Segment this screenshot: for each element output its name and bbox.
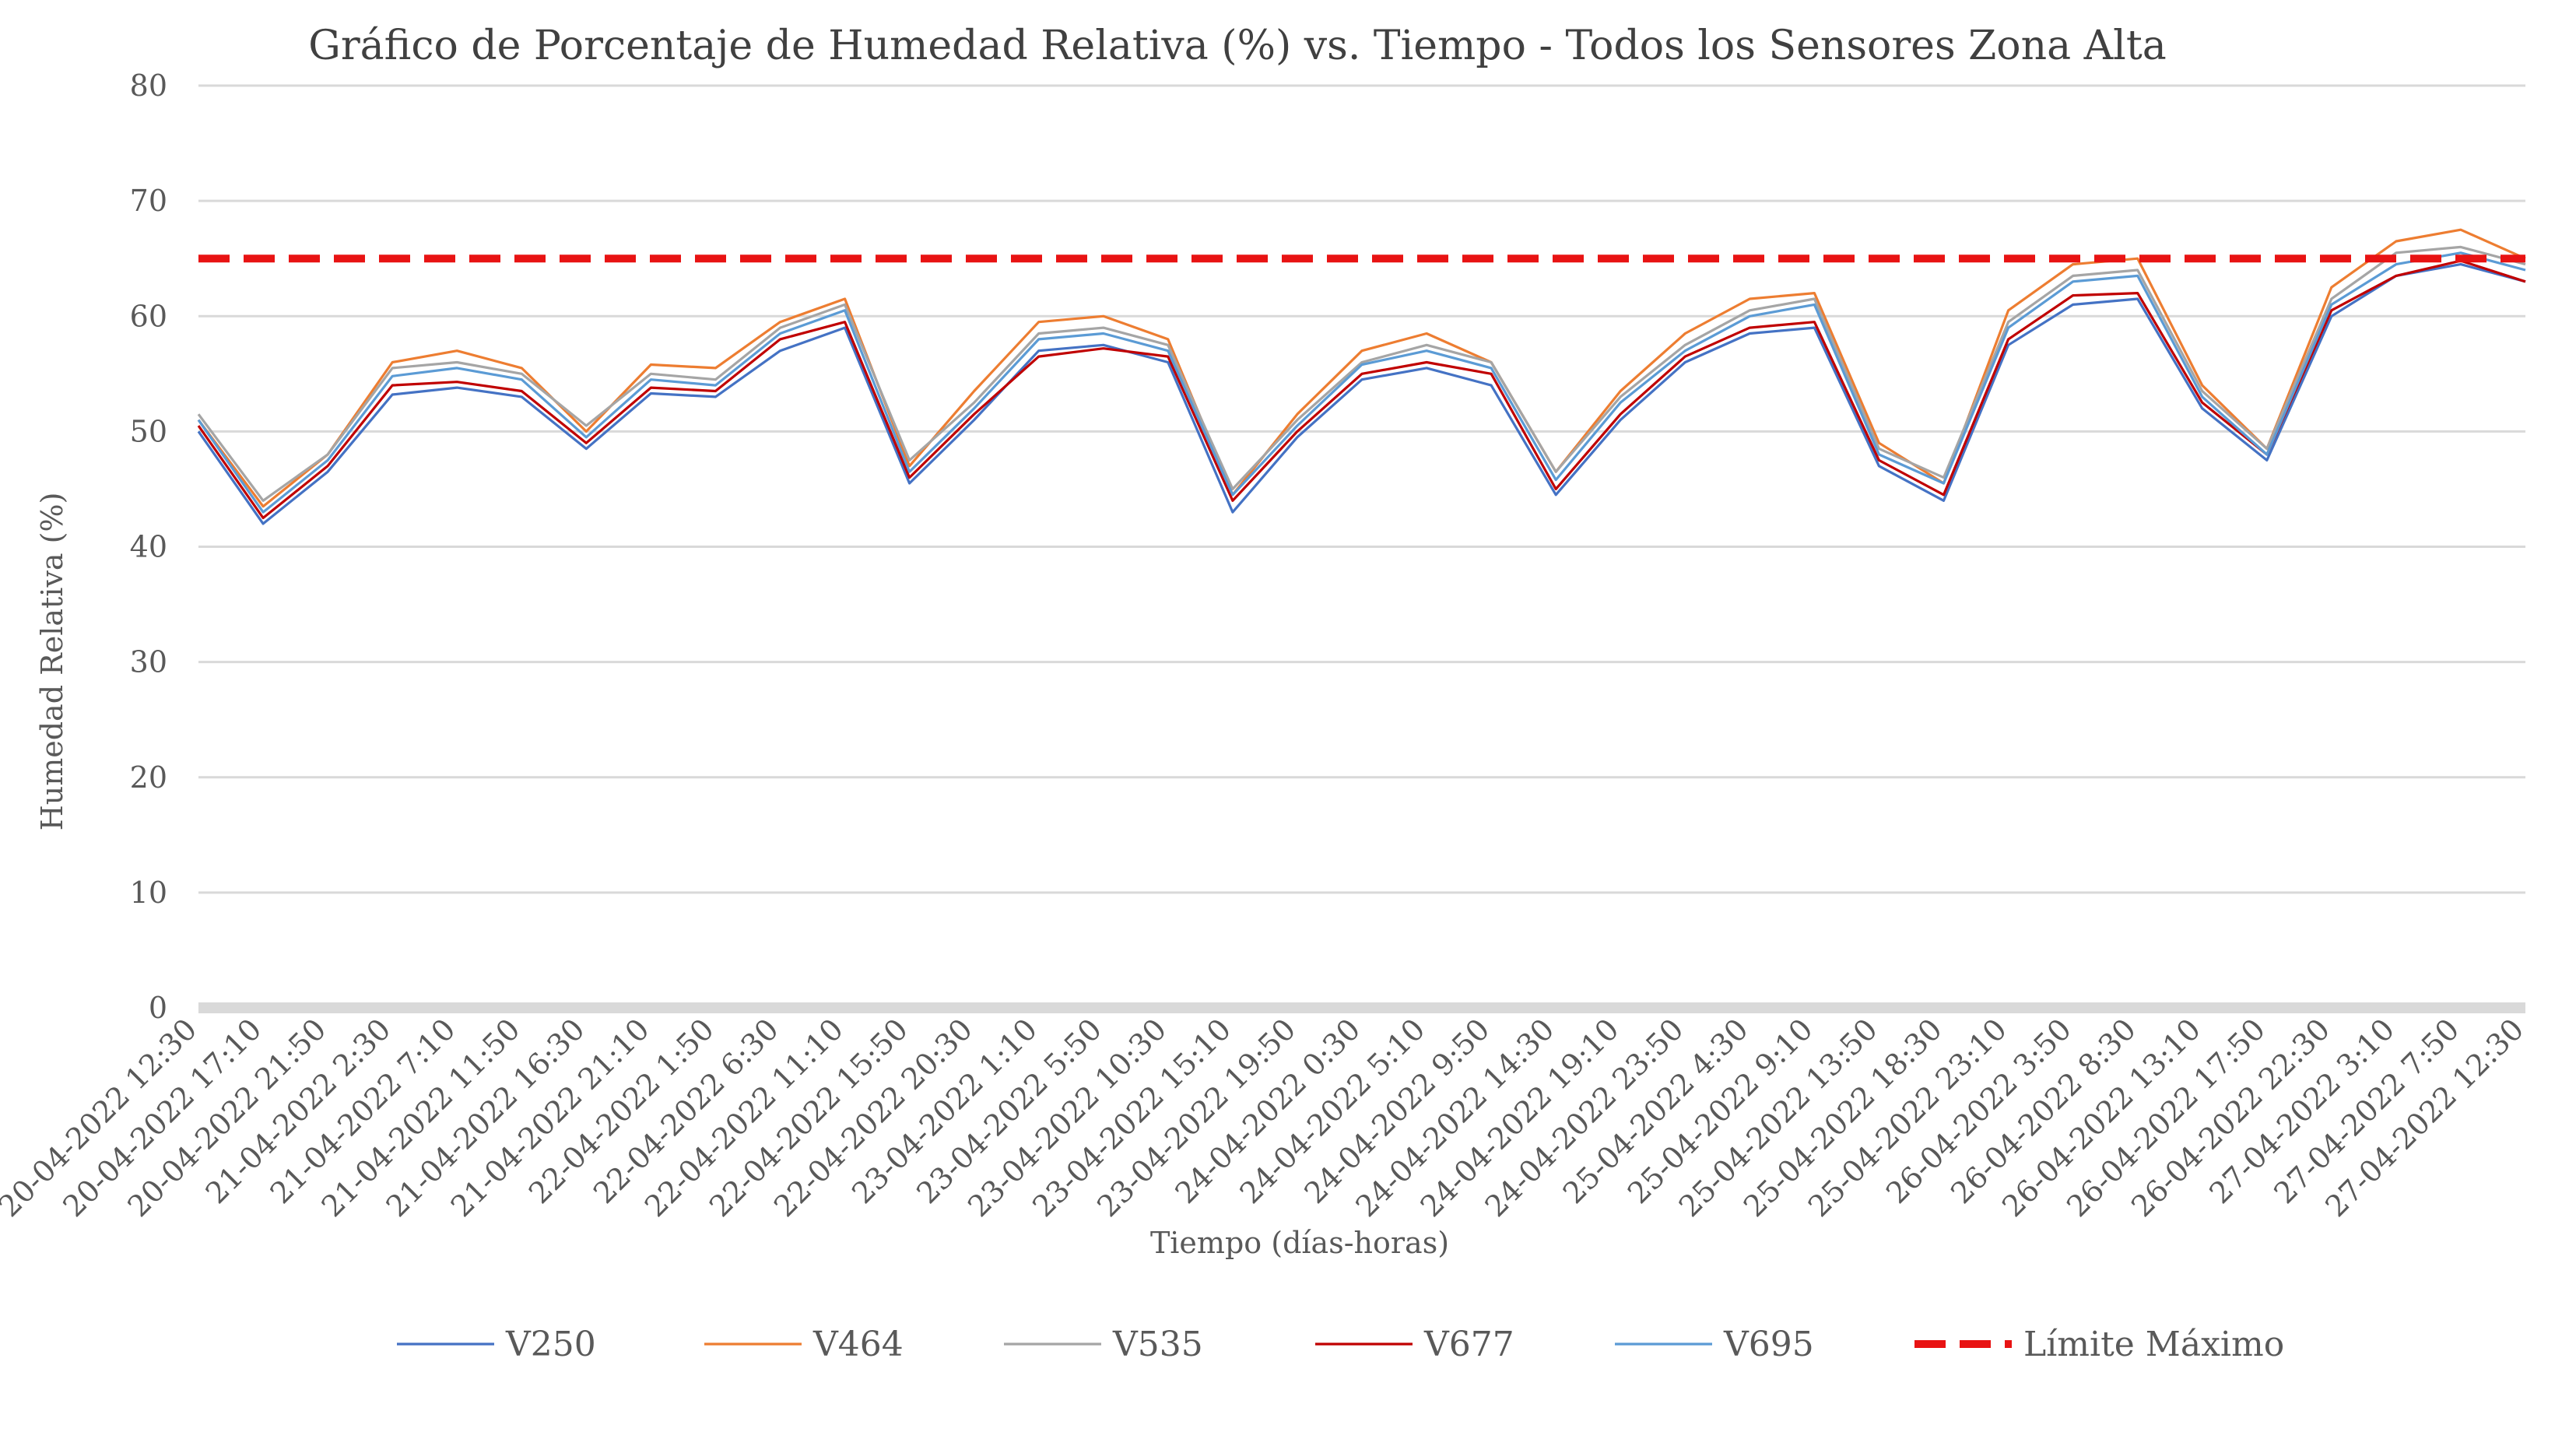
y-tick-label: 70 <box>130 184 167 218</box>
series-line-v464 <box>197 228 2526 508</box>
legend-label: V677 <box>1423 1325 1514 1364</box>
series-line-v677 <box>197 259 2526 520</box>
y-tick-label: 30 <box>130 645 167 679</box>
series-line-v535 <box>197 245 2526 502</box>
legend-label: V695 <box>1723 1325 1814 1364</box>
y-tick-label: 0 <box>149 991 167 1025</box>
legend-label: V250 <box>505 1325 596 1364</box>
grid-lines <box>198 84 2525 1013</box>
series-line-v695 <box>197 251 2526 514</box>
x-axis-title: Tiempo (días-horas) <box>1150 1226 1449 1260</box>
legend-label: V464 <box>812 1325 904 1364</box>
legend: V250 V464 V535 V677 V695 Límite Máximo <box>397 1325 2284 1364</box>
legend-label: V535 <box>1112 1325 1203 1364</box>
y-tick-label: 50 <box>130 414 167 448</box>
legend-label: Límite Máximo <box>2023 1325 2284 1364</box>
series-lines <box>197 228 2526 525</box>
y-tick-label: 40 <box>130 530 167 564</box>
y-tick-label: 20 <box>130 760 167 795</box>
series-line-v250 <box>197 263 2526 525</box>
chart-title: Gráfico de Porcentaje de Humedad Relativ… <box>308 23 2166 69</box>
y-axis-title: Humedad Relativa (%) <box>35 493 69 831</box>
y-tick-label: 60 <box>130 299 167 333</box>
y-axis-ticks: 0 10 20 30 40 50 60 70 80 <box>130 68 167 1025</box>
y-tick-label: 10 <box>130 876 167 910</box>
y-tick-label: 80 <box>130 68 167 103</box>
